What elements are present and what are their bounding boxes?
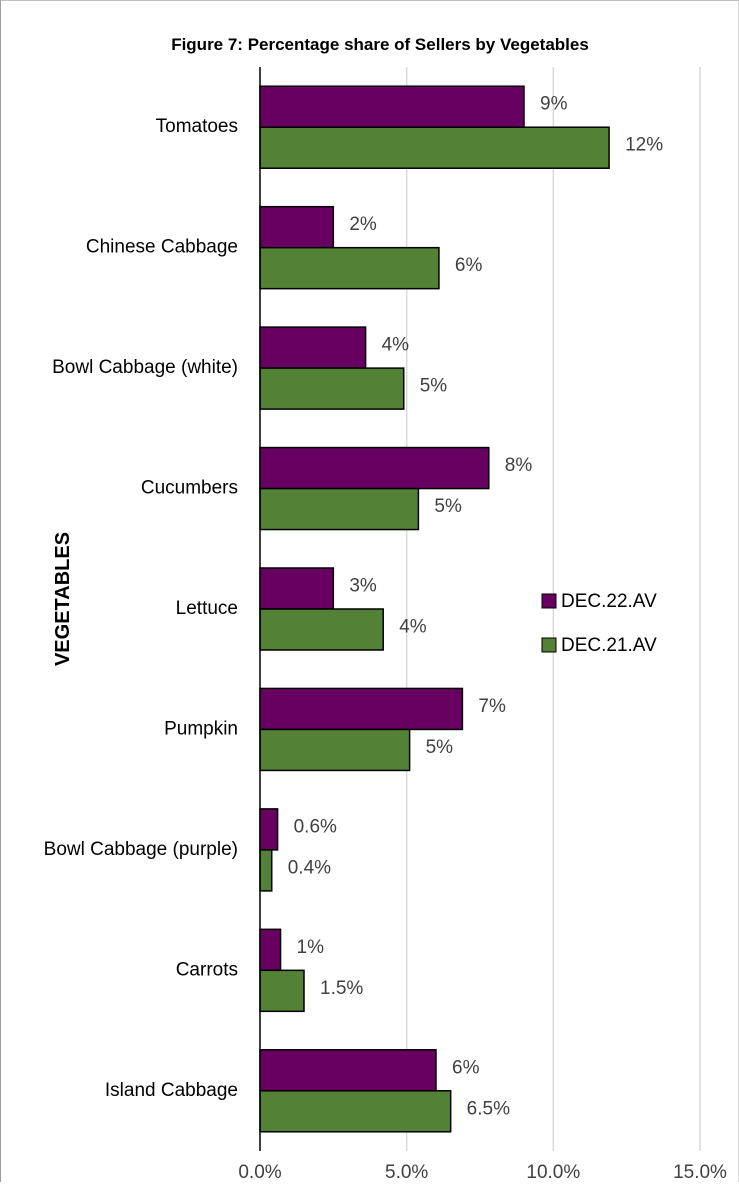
bar-dec21 [259, 367, 405, 410]
data-label: 1% [297, 937, 325, 958]
legend-label: DEC.22.AV [561, 591, 657, 612]
category-label: Chinese Cabbage [86, 237, 238, 258]
bar-dec22 [259, 446, 490, 490]
category-label: Bowl Cabbage (white) [52, 357, 238, 378]
bar-dec22 [259, 326, 367, 369]
data-label: 4% [382, 335, 410, 356]
bar-dec21 [259, 126, 610, 169]
data-label: 6% [455, 255, 483, 276]
data-label: 9% [540, 94, 568, 115]
category-label: Tomatoes [156, 116, 238, 137]
legend-swatch [541, 637, 557, 653]
category-label: Cucumbers [141, 478, 238, 499]
bar-dec21 [259, 849, 273, 892]
bar-dec22 [259, 205, 335, 249]
data-label: 12% [625, 135, 663, 156]
bar-dec22 [259, 85, 525, 128]
legend-swatch [541, 593, 557, 609]
x-tick-label: 15.0% [673, 1162, 727, 1183]
chart-title: Figure 7: Percentage share of Sellers by… [171, 35, 589, 54]
category-label: Bowl Cabbage (purple) [44, 839, 238, 860]
data-label: 6.5% [467, 1098, 510, 1119]
x-tick-label: 10.0% [526, 1162, 580, 1183]
bar-dec21 [259, 487, 420, 531]
data-label: 1.5% [320, 978, 363, 999]
data-labels: 9% 12% 2% 6% 4% 5% 8% 5% 3% 4% 7% 5% 0.6% 0.4% 1% 1.5% 6… [288, 94, 663, 1120]
bar-dec22 [259, 808, 279, 851]
bar-dec21 [259, 1090, 452, 1133]
data-label: 5% [420, 376, 448, 397]
data-label: 0.4% [288, 857, 331, 878]
x-tick-label: 0.0% [238, 1162, 281, 1183]
data-label: 5% [434, 496, 462, 517]
bar-dec22 [259, 567, 335, 610]
data-label: 3% [349, 576, 377, 597]
bar-dec21 [259, 728, 411, 772]
data-label: 8% [505, 455, 533, 476]
data-label: 4% [399, 617, 427, 638]
bar-dec21 [259, 246, 440, 290]
legend: DEC.22.AV DEC.21.AV [541, 591, 657, 656]
category-label: Island Cabbage [105, 1080, 238, 1101]
category-label: Carrots [176, 959, 238, 980]
legend-label: DEC.21.AV [561, 635, 657, 656]
data-label: 5% [426, 737, 454, 758]
category-labels: Tomatoes Chinese Cabbage Bowl Cabbage (whi… [44, 116, 238, 1101]
x-tick-labels: 0.0% 5.0% 10.0% 15.0% [238, 1162, 727, 1183]
y-axis-title: VEGETABLES [52, 532, 74, 666]
data-label: 2% [349, 214, 377, 235]
bar-dec21 [259, 608, 384, 651]
bar-dec22 [259, 928, 282, 972]
category-label: Lettuce [176, 598, 238, 619]
bar-dec21 [259, 969, 305, 1013]
bar-dec22 [259, 1049, 437, 1092]
bar-dec22 [259, 687, 464, 731]
data-label: 0.6% [294, 816, 337, 837]
category-label: Pumpkin [164, 718, 238, 739]
bars [259, 85, 610, 1133]
data-label: 7% [478, 696, 506, 717]
data-label: 6% [452, 1057, 480, 1078]
x-tick-label: 5.0% [385, 1162, 428, 1183]
